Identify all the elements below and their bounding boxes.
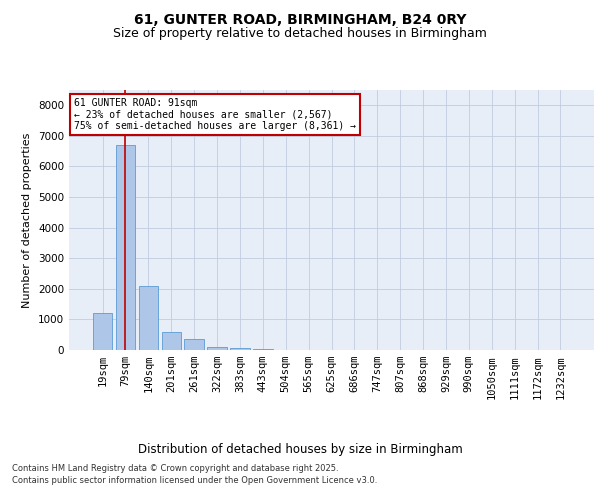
- Y-axis label: Number of detached properties: Number of detached properties: [22, 132, 32, 308]
- Bar: [93, 314, 112, 350]
- Bar: [184, 340, 204, 350]
- Bar: [208, 346, 227, 350]
- Text: 61 GUNTER ROAD: 91sqm
← 23% of detached houses are smaller (2,567)
75% of semi-d: 61 GUNTER ROAD: 91sqm ← 23% of detached …: [74, 98, 356, 131]
- Bar: [161, 332, 181, 350]
- Text: Distribution of detached houses by size in Birmingham: Distribution of detached houses by size …: [137, 442, 463, 456]
- Text: Contains public sector information licensed under the Open Government Licence v3: Contains public sector information licen…: [12, 476, 377, 485]
- Bar: [230, 348, 250, 350]
- Text: Contains HM Land Registry data © Crown copyright and database right 2025.: Contains HM Land Registry data © Crown c…: [12, 464, 338, 473]
- Bar: [139, 286, 158, 350]
- Text: Size of property relative to detached houses in Birmingham: Size of property relative to detached ho…: [113, 28, 487, 40]
- Text: 61, GUNTER ROAD, BIRMINGHAM, B24 0RY: 61, GUNTER ROAD, BIRMINGHAM, B24 0RY: [134, 12, 466, 26]
- Bar: [116, 145, 135, 350]
